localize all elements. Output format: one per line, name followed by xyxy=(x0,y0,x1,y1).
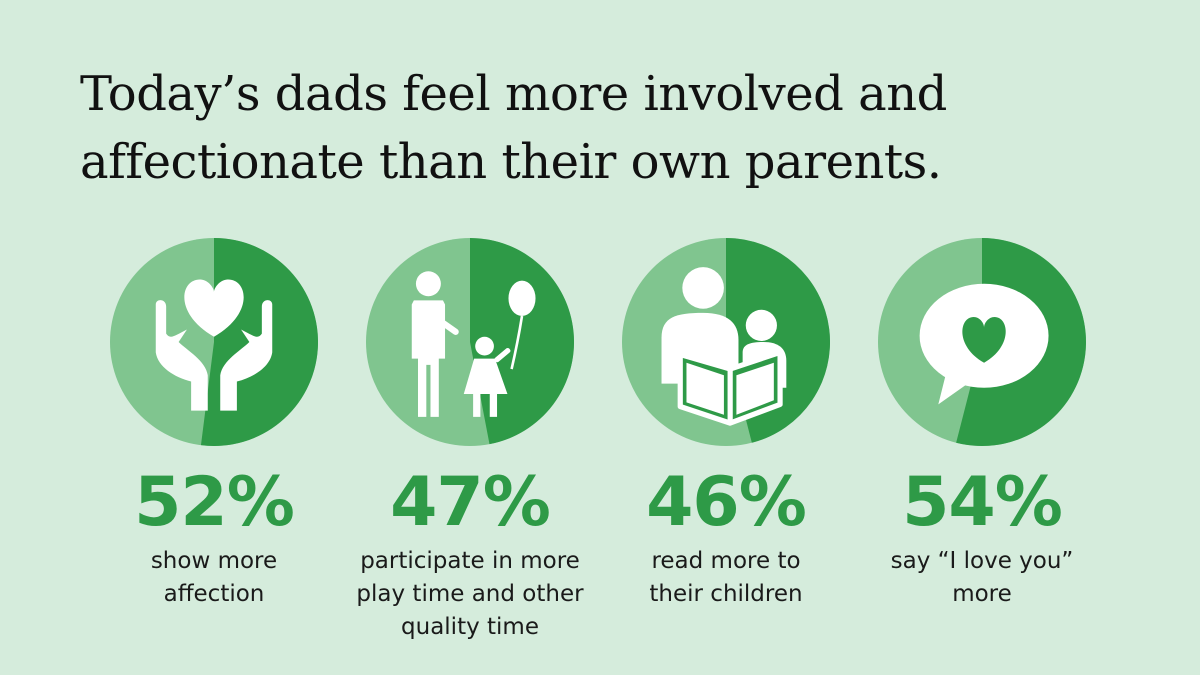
stat-i-love-you: 54% say “I love you” more xyxy=(852,238,1112,668)
stat-caption: say “I love you” more xyxy=(852,545,1112,611)
parent-reading-to-child-icon xyxy=(661,267,787,426)
caption-line: quality time xyxy=(401,614,539,640)
caption-line: read more to xyxy=(651,548,801,574)
percentage-label: 52% xyxy=(134,463,295,542)
title-line: Today’s dads feel more involved and xyxy=(80,66,947,122)
parent-child-balloon-icon xyxy=(411,271,536,417)
caption-line: show more xyxy=(150,548,278,574)
caption-line: play time and other xyxy=(356,581,584,607)
caring-hands-heart-icon xyxy=(155,279,273,411)
caption-line: participate in more xyxy=(360,548,580,574)
stat-caption: participate in more play time and other … xyxy=(340,545,600,644)
stat-caption: read more to their children xyxy=(596,545,856,611)
stat-affection: 52% show more affection xyxy=(84,238,344,668)
percentage-label: 54% xyxy=(902,463,1063,542)
stat-play-time: 47% participate in more play time and ot… xyxy=(340,238,600,668)
percentage-label: 46% xyxy=(646,463,807,542)
caption-line: their children xyxy=(649,581,803,607)
percentage-label: 47% xyxy=(390,463,551,542)
caption-line: say “I love you” xyxy=(890,548,1074,574)
speech-bubble-heart-icon xyxy=(919,283,1049,405)
caption-line: affection xyxy=(163,581,265,607)
stat-reading: 46% read more to their children xyxy=(596,238,856,668)
title-line: affectionate than their own parents. xyxy=(80,134,942,190)
stat-caption: show more affection xyxy=(84,545,344,611)
page-title: Today’s dads feel more involved and affe… xyxy=(80,60,1160,196)
caption-line: more xyxy=(952,581,1012,607)
